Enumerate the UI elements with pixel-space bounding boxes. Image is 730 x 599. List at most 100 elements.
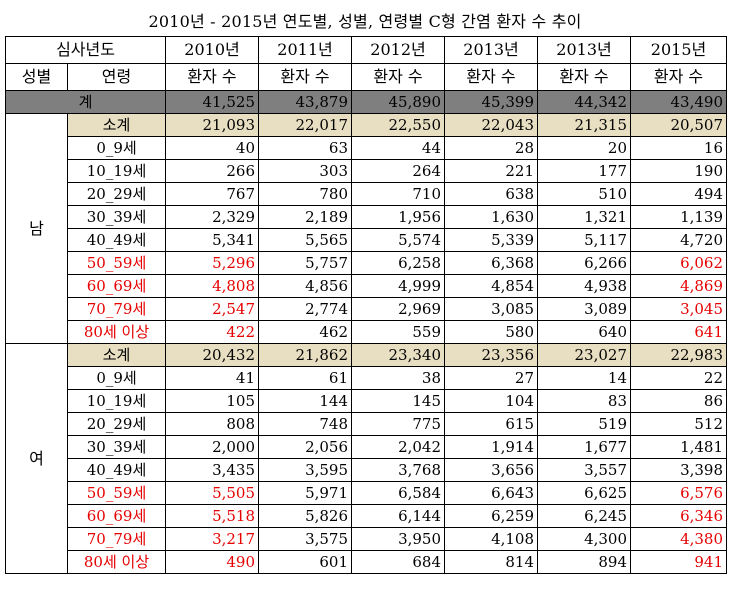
total-value: 43,490: [630, 90, 728, 114]
value-cell: 264: [351, 159, 446, 183]
subtotal-row: 남 소계 21,093 22,017 22,550 22,043 21,315 20,507: [5, 113, 728, 344]
value-cell: 4,856: [258, 274, 353, 298]
table-row: 0_9세 41 61 38 27 14 22: [6, 366, 728, 390]
value-cell: 23,340: [351, 343, 446, 367]
value-cell: 4,854: [444, 274, 539, 298]
value-cell: 4,108: [444, 527, 539, 551]
unit-header: 환자 수: [351, 63, 446, 91]
value-cell: 41: [165, 366, 260, 390]
value-cell: 2,329: [165, 205, 260, 229]
age-label: 20_29세: [66, 182, 167, 206]
value-cell: 22,983: [630, 343, 728, 367]
value-cell: 5,757: [258, 251, 353, 275]
age-label: 0_9세: [66, 366, 167, 390]
table-row: 70_79세 3,217 3,575 3,950 4,108 4,300 4,380: [6, 527, 728, 551]
value-cell: 814: [444, 550, 539, 574]
value-cell: 6,258: [351, 251, 446, 275]
table-row: 40_49세 5,341 5,565 5,574 5,339 5,117 4,720: [6, 228, 728, 252]
value-cell: 684: [351, 550, 446, 574]
value-cell: 21,315: [537, 113, 632, 137]
table-row: 80세 이상 490 601 684 814 894 941: [6, 550, 728, 574]
value-cell: 105: [165, 389, 260, 413]
value-cell: 1,139: [630, 205, 728, 229]
value-cell: 5,574: [351, 228, 446, 252]
value-cell: 3,768: [351, 458, 446, 482]
total-value: 45,890: [351, 90, 446, 114]
value-cell: 5,971: [258, 481, 353, 505]
value-cell: 20: [537, 136, 632, 160]
value-cell: 780: [258, 182, 353, 206]
value-cell: 512: [630, 412, 728, 436]
value-cell: 145: [351, 389, 446, 413]
value-cell: 22,550: [351, 113, 446, 137]
value-cell: 6,144: [351, 504, 446, 528]
value-cell: 615: [444, 412, 539, 436]
total-row: 계 41,525 43,879 45,890 45,399 44,342 43,…: [4, 90, 728, 114]
value-cell: 22,017: [258, 113, 353, 137]
value-cell: 303: [258, 159, 353, 183]
age-label: 60_69세: [66, 504, 167, 528]
sex-cell: 남: [5, 113, 68, 344]
age-label: 70_79세: [66, 297, 167, 321]
value-cell: 61: [258, 366, 353, 390]
value-cell: 221: [444, 159, 539, 183]
value-cell: 6,584: [351, 481, 446, 505]
year-header: 2011년: [258, 36, 353, 64]
value-cell: 2,042: [351, 435, 446, 459]
value-cell: 21,093: [165, 113, 260, 137]
value-cell: 5,826: [258, 504, 353, 528]
age-header: 연령: [66, 63, 167, 91]
value-cell: 144: [258, 389, 353, 413]
year-header-label: 심사년도: [4, 36, 167, 64]
value-cell: 1,914: [444, 435, 539, 459]
value-cell: 1,321: [537, 205, 632, 229]
sex-cell: 여: [5, 343, 68, 574]
value-cell: 490: [165, 550, 260, 574]
value-cell: 2,189: [258, 205, 353, 229]
value-cell: 422: [165, 320, 260, 344]
total-value: 43,879: [258, 90, 353, 114]
value-cell: 462: [258, 320, 353, 344]
value-cell: 6,625: [537, 481, 632, 505]
value-cell: 6,643: [444, 481, 539, 505]
table-row: 60_69세 5,518 5,826 6,144 6,259 6,245 6,346: [6, 504, 728, 528]
value-cell: 23,356: [444, 343, 539, 367]
value-cell: 2,547: [165, 297, 260, 321]
year-header: 2010년: [165, 36, 260, 64]
value-cell: 177: [537, 159, 632, 183]
value-cell: 1,630: [444, 205, 539, 229]
value-cell: 4,938: [537, 274, 632, 298]
value-cell: 6,245: [537, 504, 632, 528]
patient-count-table: 심사년도 2010년 2011년 2012년 2013년 2013년 2015년…: [4, 36, 728, 574]
subtotal-label: 소계: [66, 343, 167, 367]
value-cell: 4,380: [630, 527, 728, 551]
value-cell: 86: [630, 389, 728, 413]
table-row: 40_49세 3,435 3,595 3,768 3,656 3,557 3,398: [6, 458, 728, 482]
table-row: 30_39세 2,329 2,189 1,956 1,630 1,321 1,139: [6, 205, 728, 229]
total-value: 45,399: [444, 90, 539, 114]
age-label: 20_29세: [66, 412, 167, 436]
value-cell: 22,043: [444, 113, 539, 137]
value-cell: 640: [537, 320, 632, 344]
value-cell: 4,808: [165, 274, 260, 298]
value-cell: 20,432: [165, 343, 260, 367]
total-label: 계: [4, 90, 167, 114]
value-cell: 2,774: [258, 297, 353, 321]
value-cell: 38: [351, 366, 446, 390]
age-label: 30_39세: [66, 435, 167, 459]
age-label: 50_59세: [66, 481, 167, 505]
value-cell: 775: [351, 412, 446, 436]
subtotal-label: 소계: [66, 113, 167, 137]
value-cell: 580: [444, 320, 539, 344]
subtotal-row: 여 소계 20,432 21,862 23,340 23,356 23,027 22,983: [5, 343, 728, 574]
age-label: 80세 이상: [66, 550, 167, 574]
table-row: 20_29세 767 780 710 638 510 494: [6, 182, 728, 206]
value-cell: 3,045: [630, 297, 728, 321]
value-cell: 4,300: [537, 527, 632, 551]
table-row: 10_19세 266 303 264 221 177 190: [6, 159, 728, 183]
total-value: 44,342: [537, 90, 632, 114]
value-cell: 4,869: [630, 274, 728, 298]
value-cell: 1,677: [537, 435, 632, 459]
unit-header: 환자 수: [630, 63, 728, 91]
value-cell: 3,557: [537, 458, 632, 482]
